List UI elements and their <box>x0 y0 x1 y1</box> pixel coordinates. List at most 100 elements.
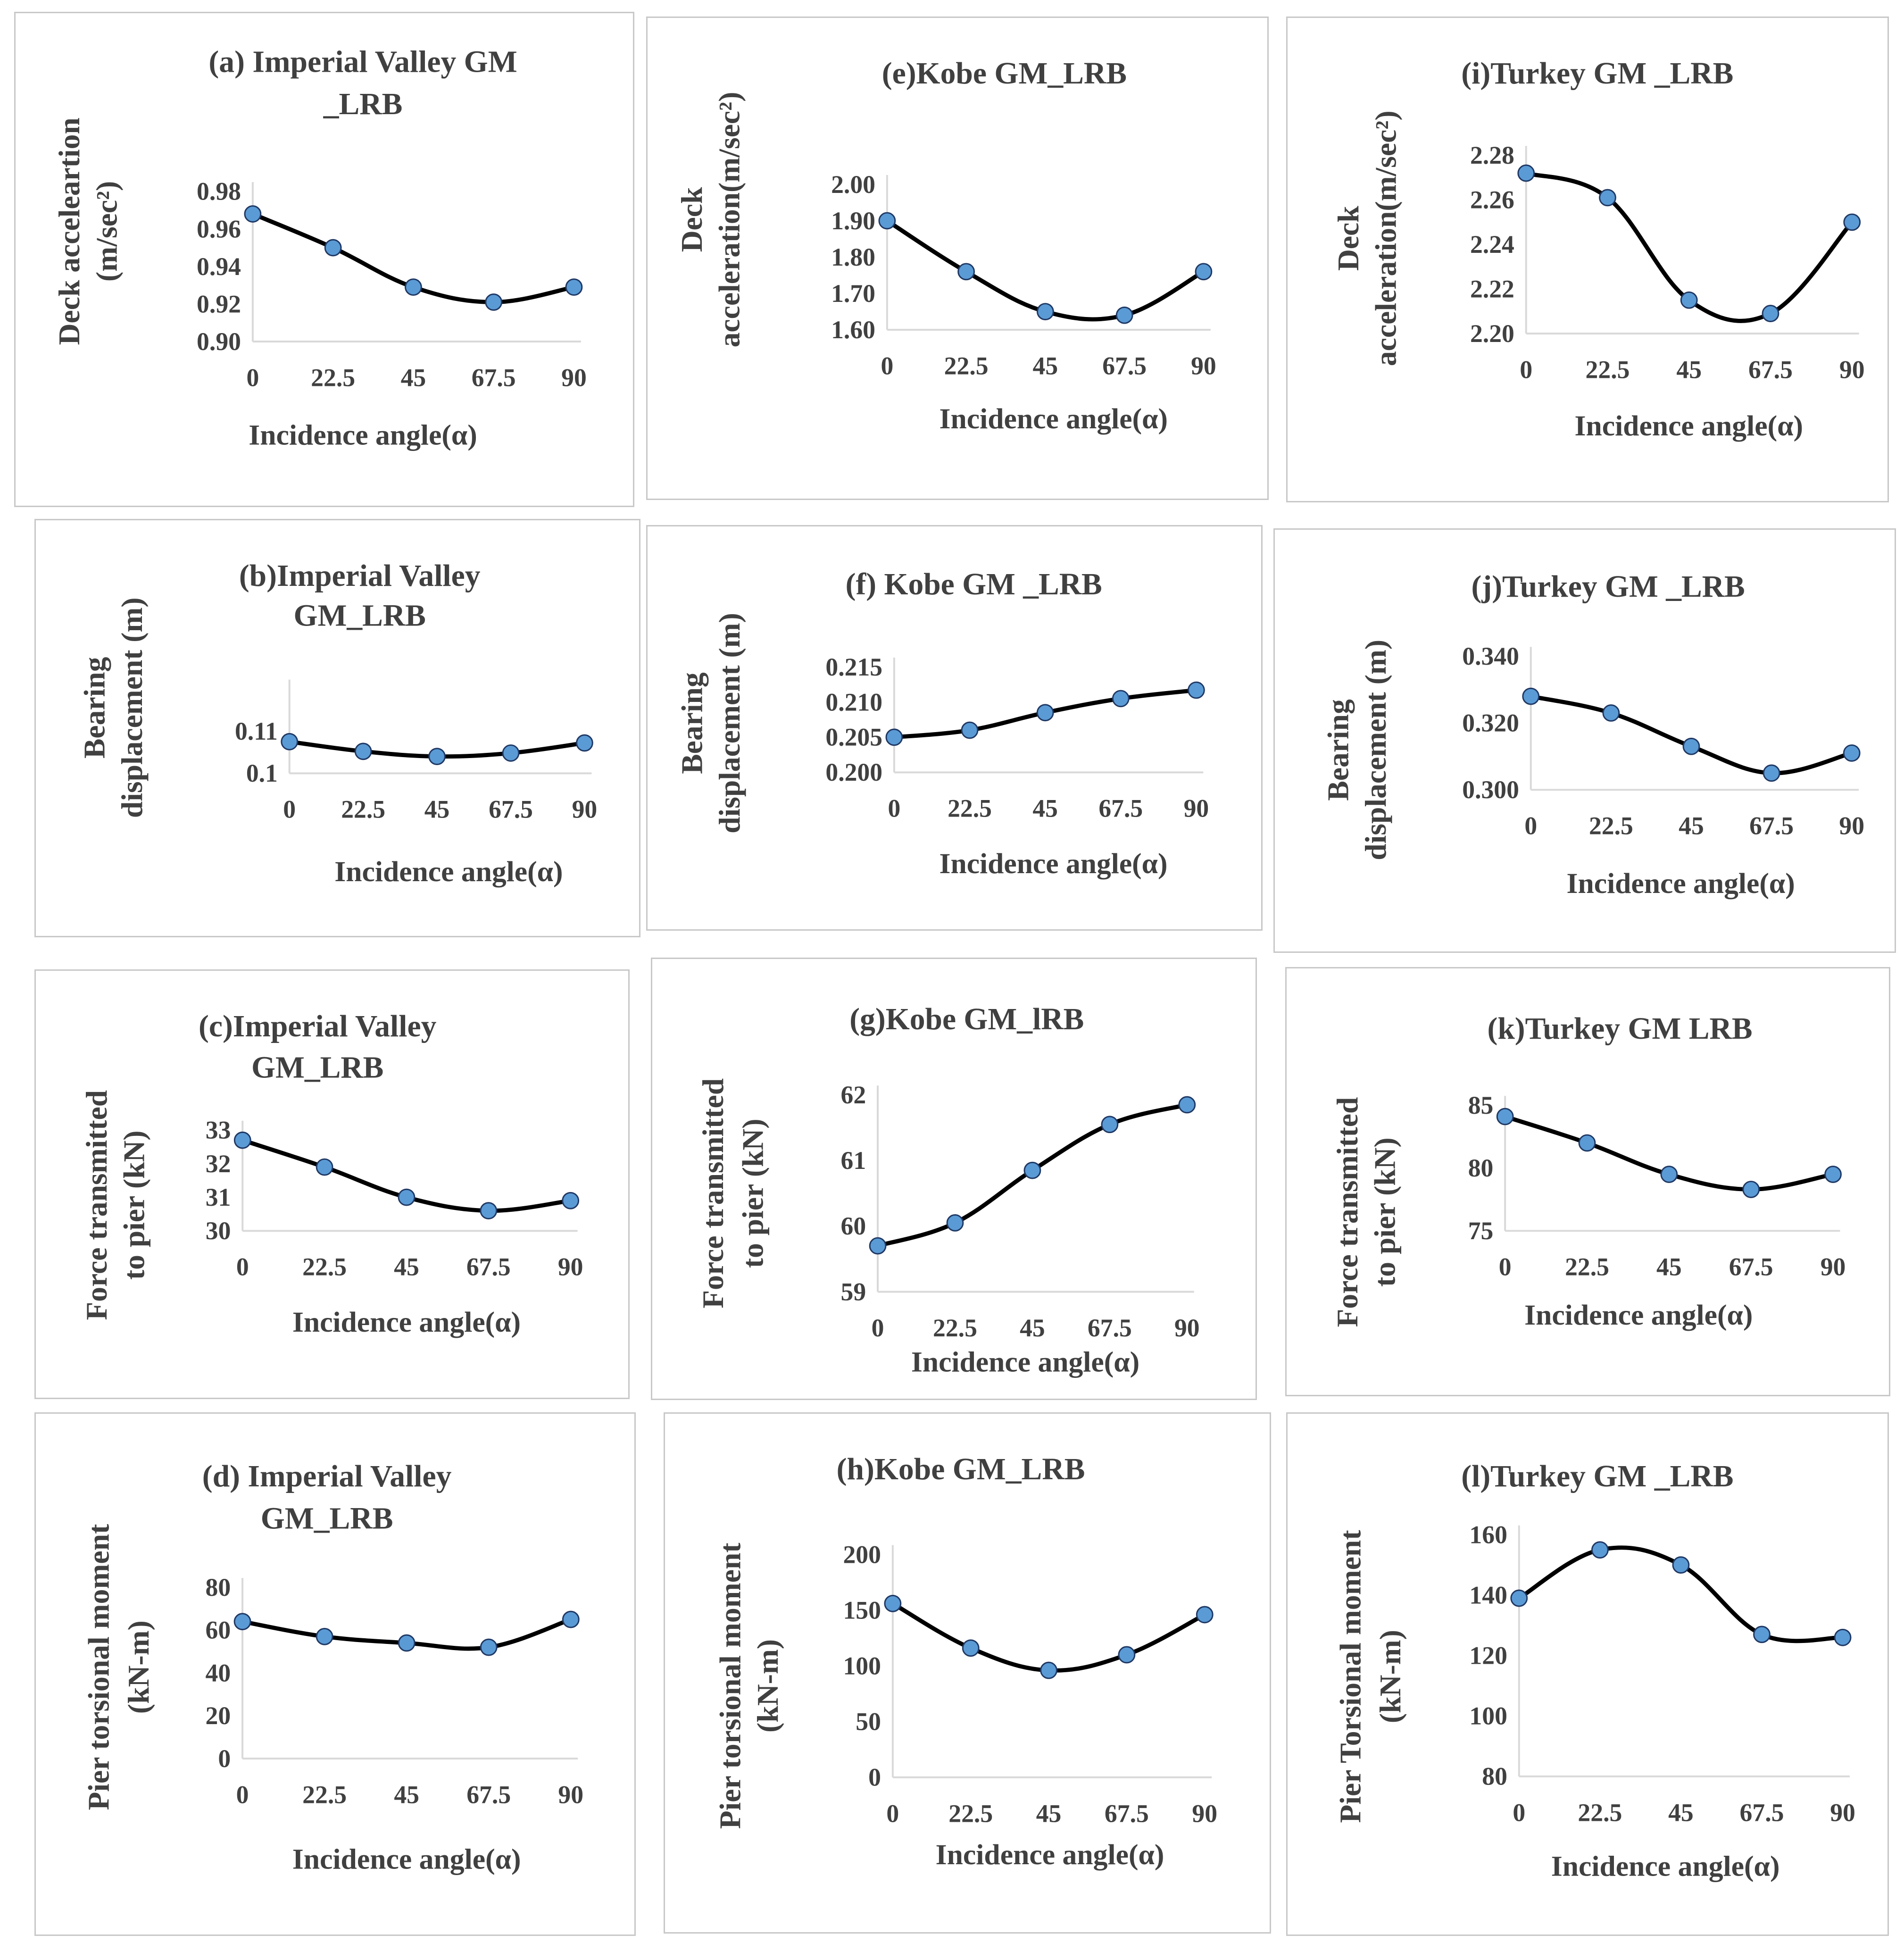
y-tick-label: 0.340 <box>1462 642 1519 670</box>
chart-title: (d) Imperial Valley <box>202 1459 452 1493</box>
x-tick-label: 67.5 <box>1740 1798 1784 1826</box>
x-tick-label: 45 <box>1020 1314 1045 1342</box>
data-point <box>1023 1161 1041 1179</box>
data-point <box>961 721 979 739</box>
data-point <box>962 1639 980 1657</box>
x-tick-label: 45 <box>1036 1799 1062 1827</box>
y-tick-label: 40 <box>206 1659 231 1687</box>
y-tick-label: 0 <box>868 1763 881 1792</box>
x-tick-label: 90 <box>1839 356 1865 384</box>
y-tick-label: 2.28 <box>1470 141 1514 169</box>
y-tick-label: 59 <box>841 1277 866 1306</box>
x-tick-label: 45 <box>1656 1253 1682 1281</box>
data-point <box>1118 1646 1136 1664</box>
x-tick-label: 0 <box>283 795 296 824</box>
data-point <box>946 1214 964 1232</box>
chart-j-svg: (j)Turkey GM _LRB Bearing displacement (m)… <box>1321 570 1864 900</box>
data-point <box>480 1638 498 1656</box>
y-tick-label: 2.26 <box>1470 186 1514 214</box>
chart-panel-a: (a) Imperial Valley GM _LRB Deck acceleart… <box>14 12 634 507</box>
data-point <box>869 1237 887 1255</box>
y-axis-label: (kN-m) <box>751 1639 784 1733</box>
chart-panel-l: (l)Turkey GM _LRB Pier Torsional moment (k… <box>1286 1412 1889 1936</box>
y-axis-label: Force transmitted <box>80 1090 113 1320</box>
chart-title: _LRB <box>323 87 403 121</box>
y-tick-label: 0.320 <box>1462 709 1519 737</box>
chart-title: (k)Turkey GM LRB <box>1488 1012 1753 1046</box>
y-axis-label: Bearing <box>1321 699 1355 801</box>
chart-a-svg: (a) Imperial Valley GM _LRB Deck acceleart… <box>52 45 587 451</box>
x-tick-label: 22.5 <box>302 1253 347 1281</box>
chart-panel-b: (b)Imperial Valley GM_LRB Bearing displacem… <box>34 519 640 937</box>
chart-c-svg: (c)Imperial Valley GM_LRB Force transmitte… <box>80 1009 583 1338</box>
y-tick-label: 80 <box>206 1573 231 1601</box>
x-tick-label: 0 <box>886 1799 899 1827</box>
y-tick-label: 61 <box>841 1146 866 1175</box>
y-axis-label: Pier torsional moment <box>82 1524 116 1810</box>
data-point <box>1510 1589 1528 1607</box>
chart-f-svg: (f) Kobe GM _LRB Bearing displacement (m) I… <box>675 567 1209 880</box>
x-tick-label: 45 <box>1679 812 1704 840</box>
data-point <box>1496 1108 1514 1126</box>
y-tick-label: 2.20 <box>1470 319 1514 348</box>
x-tick-label: 22.5 <box>1586 356 1630 384</box>
data-point <box>1037 303 1054 320</box>
x-tick-label: 67.5 <box>1098 794 1143 823</box>
data-point <box>957 263 975 281</box>
y-axis-label: Force transmitted <box>696 1078 730 1309</box>
data-point <box>576 734 593 752</box>
data-point <box>885 728 903 746</box>
data-point <box>1101 1116 1119 1134</box>
chart-l-svg: (l)Turkey GM _LRB Pier Torsional moment (k… <box>1334 1459 1855 1883</box>
y-tick-label: 2.22 <box>1470 275 1514 303</box>
x-tick-label: 45 <box>394 1781 419 1809</box>
data-point <box>316 1627 333 1645</box>
y-tick-label: 62 <box>841 1081 866 1109</box>
y-tick-label: 75 <box>1468 1217 1494 1245</box>
x-tick-label: 22.5 <box>948 1799 993 1827</box>
data-point <box>878 212 896 230</box>
data-point <box>1112 690 1130 708</box>
x-tick-label: 90 <box>561 363 587 392</box>
y-tick-label: 0.90 <box>197 327 241 356</box>
y-axis-label: displacement (m) <box>115 597 149 818</box>
y-axis-label: Deck <box>675 187 708 252</box>
x-tick-label: 22.5 <box>341 795 385 824</box>
y-axis-label: displacement (m) <box>713 613 746 834</box>
chart-title: (a) Imperial Valley GM <box>208 45 517 79</box>
data-point <box>405 278 422 296</box>
data-point <box>1834 1628 1852 1646</box>
x-tick-label: 67.5 <box>1105 1799 1149 1827</box>
x-tick-label: 0 <box>872 1314 884 1342</box>
y-tick-label: 50 <box>856 1708 881 1736</box>
y-axis-label: acceleration(m/sec²) <box>1369 110 1402 366</box>
data-point <box>1843 213 1861 231</box>
data-point <box>1843 744 1861 762</box>
data-point <box>1682 737 1700 755</box>
x-axis-label: Incidence angle(α) <box>1524 1299 1753 1331</box>
y-tick-label: 33 <box>206 1116 231 1144</box>
chart-k-svg: (k)Turkey GM LRB Force transmitted to pier… <box>1330 1012 1846 1331</box>
x-tick-label: 22.5 <box>311 363 355 392</box>
x-tick-label: 90 <box>572 795 598 824</box>
y-tick-label: 1.70 <box>831 279 875 308</box>
data-point <box>1188 681 1205 699</box>
x-tick-label: 22.5 <box>948 794 992 823</box>
x-tick-label: 90 <box>1174 1314 1200 1342</box>
y-tick-label: 80 <box>1468 1154 1494 1182</box>
x-axis-label: Incidence angle(α) <box>1551 1851 1780 1883</box>
data-point <box>562 1192 580 1209</box>
data-point <box>884 1594 902 1612</box>
x-tick-label: 67.5 <box>466 1781 511 1809</box>
y-tick-label: 0.11 <box>235 717 278 745</box>
data-point <box>1522 687 1540 705</box>
y-tick-label: 60 <box>841 1212 866 1240</box>
y-tick-label: 31 <box>206 1183 231 1211</box>
y-tick-label: 2.24 <box>1470 230 1514 259</box>
data-point <box>1195 263 1213 281</box>
chart-panel-d: (d) Imperial Valley GM_LRB Pier torsional … <box>34 1412 636 1936</box>
x-tick-label: 67.5 <box>466 1253 511 1281</box>
x-axis-label: Incidence angle(α) <box>1567 867 1795 900</box>
x-tick-label: 90 <box>1192 1799 1217 1827</box>
chart-title: (c)Imperial Valley <box>199 1009 437 1043</box>
